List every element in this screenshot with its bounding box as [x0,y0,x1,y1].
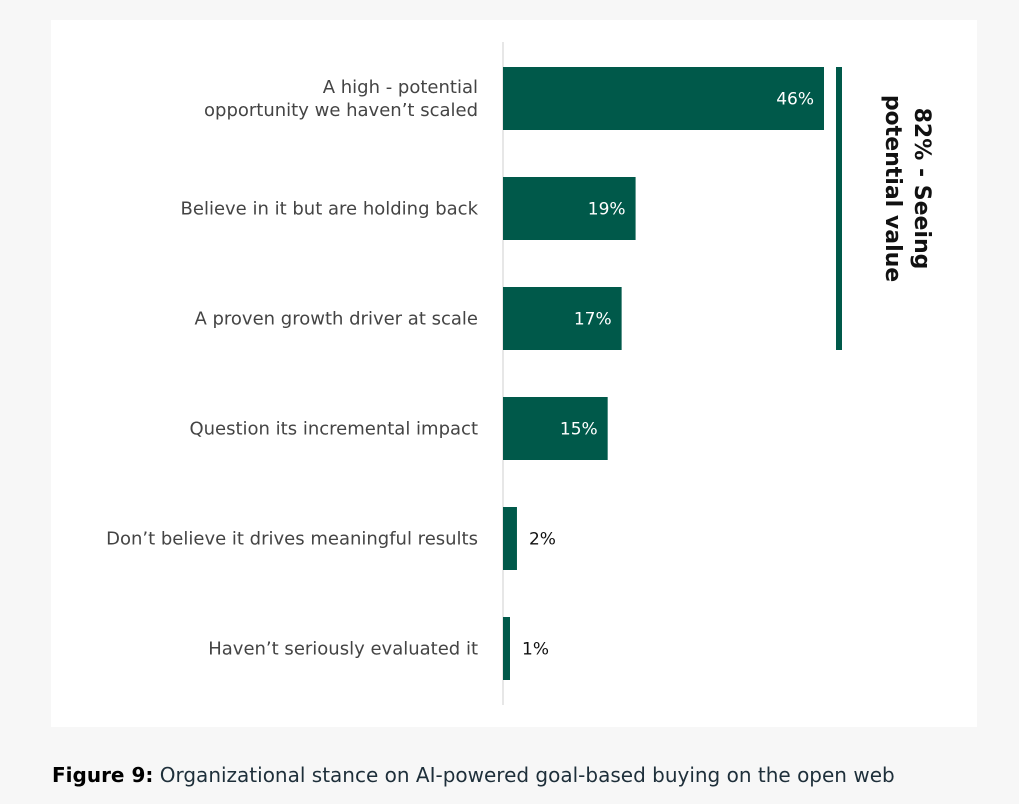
figure-number: Figure 9: [52,763,154,787]
bar-5 [503,617,510,680]
bracket-label-line-1: potential value [880,95,905,282]
figure-caption-text: Organizational stance on AI-powered goal… [153,763,895,787]
bar-4 [503,507,517,570]
bracket-bar [836,67,842,350]
value-label-4: 2% [529,530,556,550]
category-label-0-line-0: A high - potential [323,77,478,98]
bar-2 [503,287,622,350]
category-label-5: Haven’t seriously evaluated it [208,639,478,660]
chart-panel: A high - potential opportunity we haven’t… [51,20,977,727]
category-label-3: Question its incremental impact [189,419,478,440]
category-label-2: A proven growth driver at scale [194,309,478,330]
value-label-0: 46% [776,90,814,110]
bracket-label-line-0: 82% - Seeing [909,108,934,270]
value-label-2: 17% [574,310,612,330]
bar-1 [503,177,636,240]
category-label-0-line-1: opportunity we haven’t scaled [204,100,478,121]
category-label-1: Believe in it but are holding back [181,199,479,220]
bar-3 [503,397,608,460]
value-label-3: 15% [560,420,598,440]
figure-caption: Figure 9: Organizational stance on AI-po… [52,763,1012,787]
value-label-5: 1% [522,640,549,660]
bar-0 [503,67,824,130]
value-label-1: 19% [588,200,626,220]
category-label-4: Don’t believe it drives meaningful resul… [106,529,478,550]
bars-layer [503,67,824,680]
